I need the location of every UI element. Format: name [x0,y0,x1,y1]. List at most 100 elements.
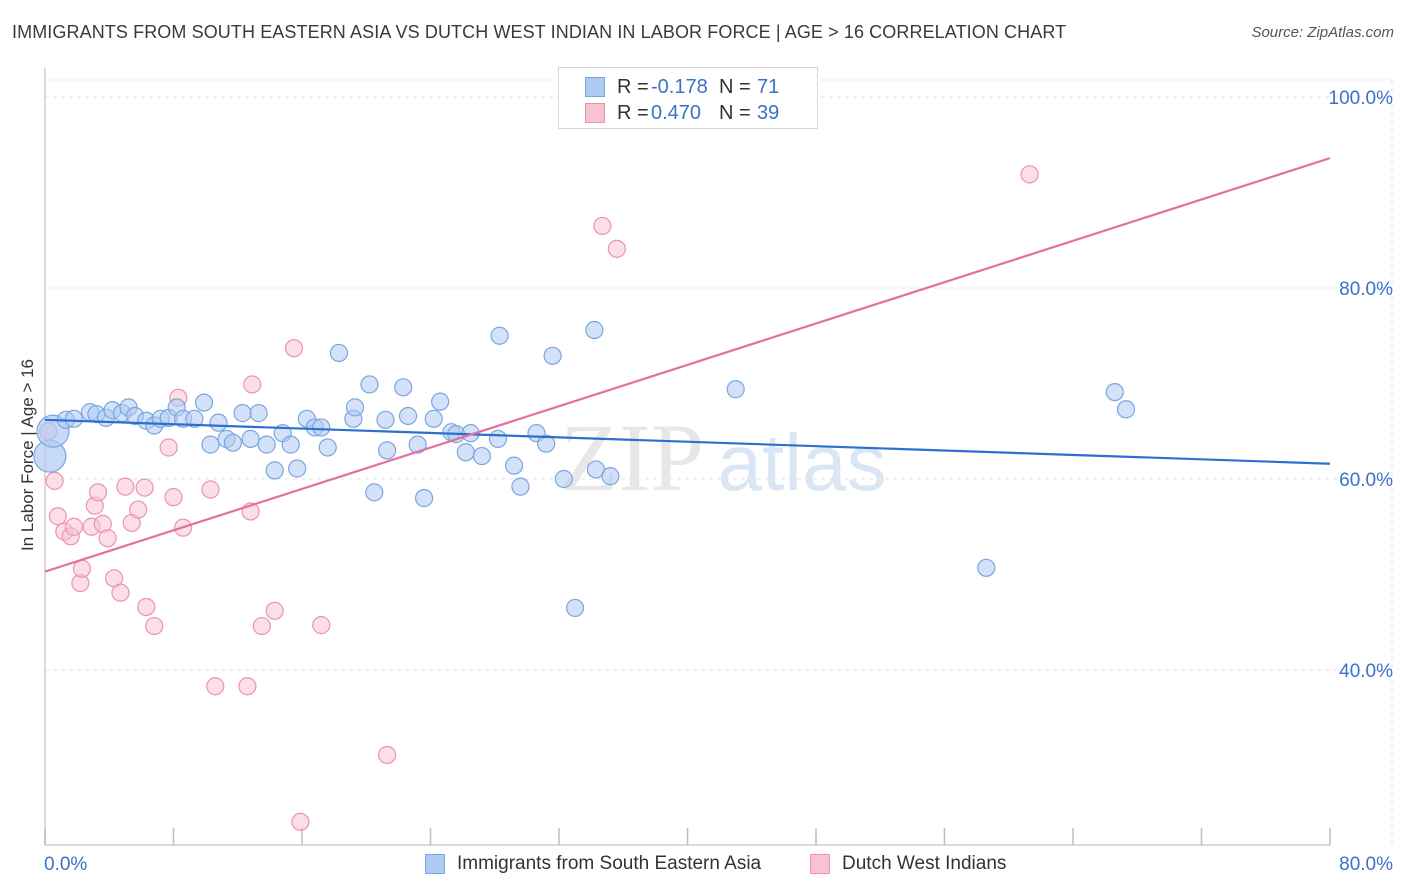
data-point-immigrants-se-asia [209,413,228,432]
legend-row-series2: R = 0.470 N = 39 [585,100,779,126]
data-point-immigrants-se-asia [1116,400,1136,419]
legend-item-immigrants[interactable]: Immigrants from South Eastern Asia [425,851,761,877]
data-point-dutch-west-indians [135,478,154,497]
data-point-immigrants-se-asia [726,380,745,399]
data-point-immigrants-se-asia [257,435,276,454]
y-tick-label: 40.0% [1339,661,1393,682]
data-point-dutch-west-indians [72,559,92,578]
data-point-immigrants-se-asia [585,320,604,340]
data-point-immigrants-se-asia [424,409,443,428]
legend-swatch-pink [810,854,830,874]
y-tick-label: 60.0% [1339,470,1393,491]
legend-n-value: 71 [757,75,780,98]
data-point-immigrants-se-asia [490,326,509,345]
watermark-atlas: atlas [718,418,887,507]
x-tick-label: 0.0% [44,854,87,875]
legend-n-label: N = [719,101,751,124]
series-legend: Immigrants from South Eastern Asia Dutch… [0,851,1406,877]
data-point-dutch-west-indians [164,488,183,507]
data-point-immigrants-se-asia [456,443,475,462]
data-point-immigrants-se-asia [312,418,331,437]
data-point-dutch-west-indians [111,583,130,602]
data-point-immigrants-se-asia [398,406,418,426]
data-point-immigrants-se-asia [414,489,434,508]
trend-line-immigrants [44,418,1331,465]
data-point-immigrants-se-asia [329,343,349,363]
data-point-immigrants-se-asia [223,433,243,452]
data-point-immigrants-se-asia [431,392,450,411]
y-tick-label: 80.0% [1339,279,1393,300]
data-point-immigrants-se-asia [565,598,585,618]
series-immigrants-se-asia [33,320,1136,618]
legend-n-label: N = [719,75,751,98]
trend-lines [44,157,1331,573]
data-point-dutch-west-indians [607,239,626,258]
legend-r-value: -0.178 [651,75,708,98]
data-point-dutch-west-indians [137,597,156,617]
legend-item-dutch-west-indians[interactable]: Dutch West Indians [810,851,1006,877]
data-point-dutch-west-indians [201,480,220,499]
data-point-immigrants-se-asia [281,435,300,454]
data-point-dutch-west-indians [252,616,271,636]
y-tick-label: 100.0% [1329,88,1394,109]
data-point-immigrants-se-asia [504,456,524,475]
data-point-immigrants-se-asia [488,429,508,448]
legend-swatch-blue [425,854,445,874]
data-point-dutch-west-indians [284,339,304,358]
legend-r-label: R = [617,75,649,98]
data-point-immigrants-se-asia [288,459,307,478]
data-point-dutch-west-indians [64,517,84,536]
data-point-immigrants-se-asia [64,409,84,428]
data-point-immigrants-se-asia [1105,382,1124,402]
x-tick-label: 80.0% [1339,854,1393,875]
data-point-immigrants-se-asia [365,483,384,502]
data-point-immigrants-se-asia [537,434,556,453]
data-point-dutch-west-indians [116,477,135,496]
legend-label: Immigrants from South Eastern Asia [457,853,762,874]
data-point-immigrants-se-asia [249,404,268,423]
data-point-immigrants-se-asia [543,346,562,365]
legend-row-series1: R = -0.178 N = 71 [585,74,779,100]
watermark: ZIP atlas [560,404,886,511]
data-point-immigrants-se-asia [360,375,379,394]
legend-n-value: 39 [757,101,780,124]
watermark-zip: ZIP [560,404,704,511]
chart-title: IMMIGRANTS FROM SOUTH EASTERN ASIA VS DU… [12,22,1067,42]
data-point-dutch-west-indians [159,438,178,457]
series-dutch-west-indians [39,165,1039,831]
data-point-immigrants-se-asia [394,378,413,397]
data-point-dutch-west-indians [378,745,397,765]
data-point-immigrants-se-asia [265,461,284,480]
data-point-immigrants-se-asia [201,435,220,454]
legend-label: Dutch West Indians [842,853,1007,874]
source-label: Source: ZipAtlas.com [1251,24,1394,41]
trend-line-dutch-west-indians [44,157,1331,573]
data-point-immigrants-se-asia [345,398,365,417]
data-point-immigrants-se-asia [318,438,337,457]
legend-r-value: 0.470 [651,101,702,124]
data-point-dutch-west-indians [238,677,257,696]
data-point-dutch-west-indians [593,216,612,236]
data-point-dutch-west-indians [88,483,108,502]
data-point-dutch-west-indians [243,375,262,394]
data-point-dutch-west-indians [291,812,310,831]
data-point-dutch-west-indians [1020,165,1039,184]
data-point-dutch-west-indians [98,529,117,548]
data-point-immigrants-se-asia [194,393,214,412]
data-point-dutch-west-indians [312,616,331,635]
data-point-dutch-west-indians [206,677,225,696]
data-point-dutch-west-indians [265,601,284,620]
data-point-immigrants-se-asia [554,469,573,489]
tick-labels: 100.0% 80.0% 60.0% 40.0% 0.0% 80.0% [44,88,1393,875]
data-point-immigrants-se-asia [408,435,427,454]
data-point-immigrants-se-asia [376,410,395,429]
data-point-immigrants-se-asia [977,558,996,577]
data-point-dutch-west-indians [145,616,164,636]
data-point-dutch-west-indians [48,507,67,526]
data-point-immigrants-se-asia [233,404,252,423]
data-point-immigrants-se-asia [472,446,491,466]
correlation-legend: R = -0.178 N = 71 R = 0.470 N = 39 [558,67,818,129]
data-point-immigrants-se-asia [241,429,260,448]
data-point-dutch-west-indians [45,471,64,491]
legend-r-label: R = [617,101,649,124]
